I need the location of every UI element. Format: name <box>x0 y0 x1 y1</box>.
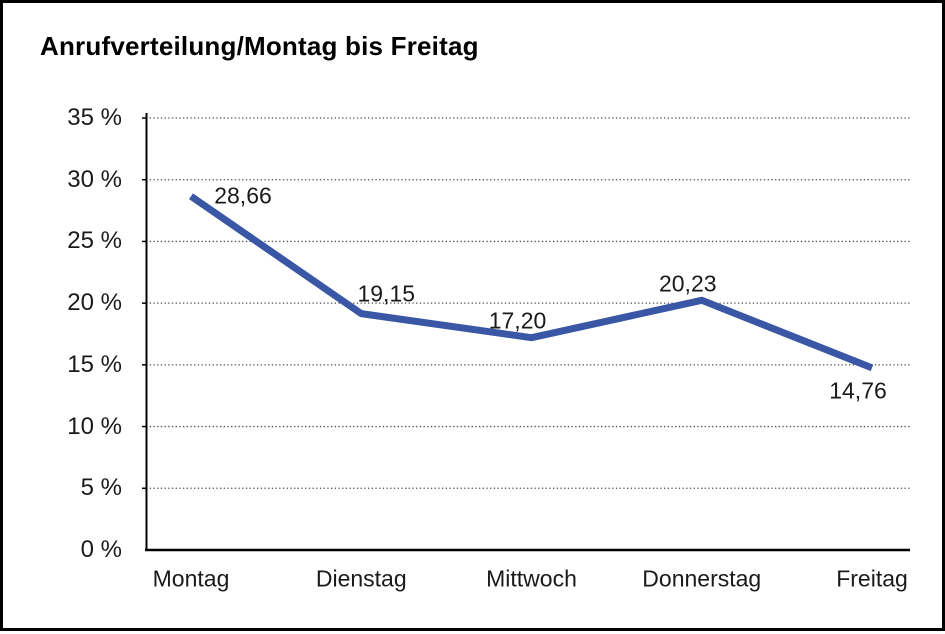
line-chart-plot <box>142 113 910 552</box>
data-point-label: 17,20 <box>488 307 547 334</box>
y-axis-tick-label: 20 % <box>67 289 122 317</box>
y-axis-tick-label: 25 % <box>67 227 122 255</box>
data-point-label: 28,66 <box>214 182 272 209</box>
y-axis-tick-label: 10 % <box>67 412 122 440</box>
data-point-label: 19,15 <box>357 280 416 307</box>
x-axis-label: Mittwoch <box>486 565 577 592</box>
y-axis-tick-label: 5 % <box>80 474 122 502</box>
y-axis-tick-label: 0 % <box>80 536 122 563</box>
y-axis-tick-label: 30 % <box>67 165 122 193</box>
x-axis-label: Montag <box>152 565 230 592</box>
data-point-label: 14,76 <box>829 377 887 404</box>
x-axis-label: Donnerstag <box>642 565 762 592</box>
y-axis-tick-label: 15 % <box>67 350 122 378</box>
x-axis-label: Freitag <box>836 565 908 592</box>
series-line <box>189 193 874 372</box>
chart-title: Anrufverteilung/Montag bis Freitag <box>40 31 479 61</box>
x-axis-label: Dienstag <box>315 565 407 592</box>
data-point-label: 20,23 <box>658 270 717 297</box>
y-axis-tick-label: 35 % <box>67 104 122 131</box>
